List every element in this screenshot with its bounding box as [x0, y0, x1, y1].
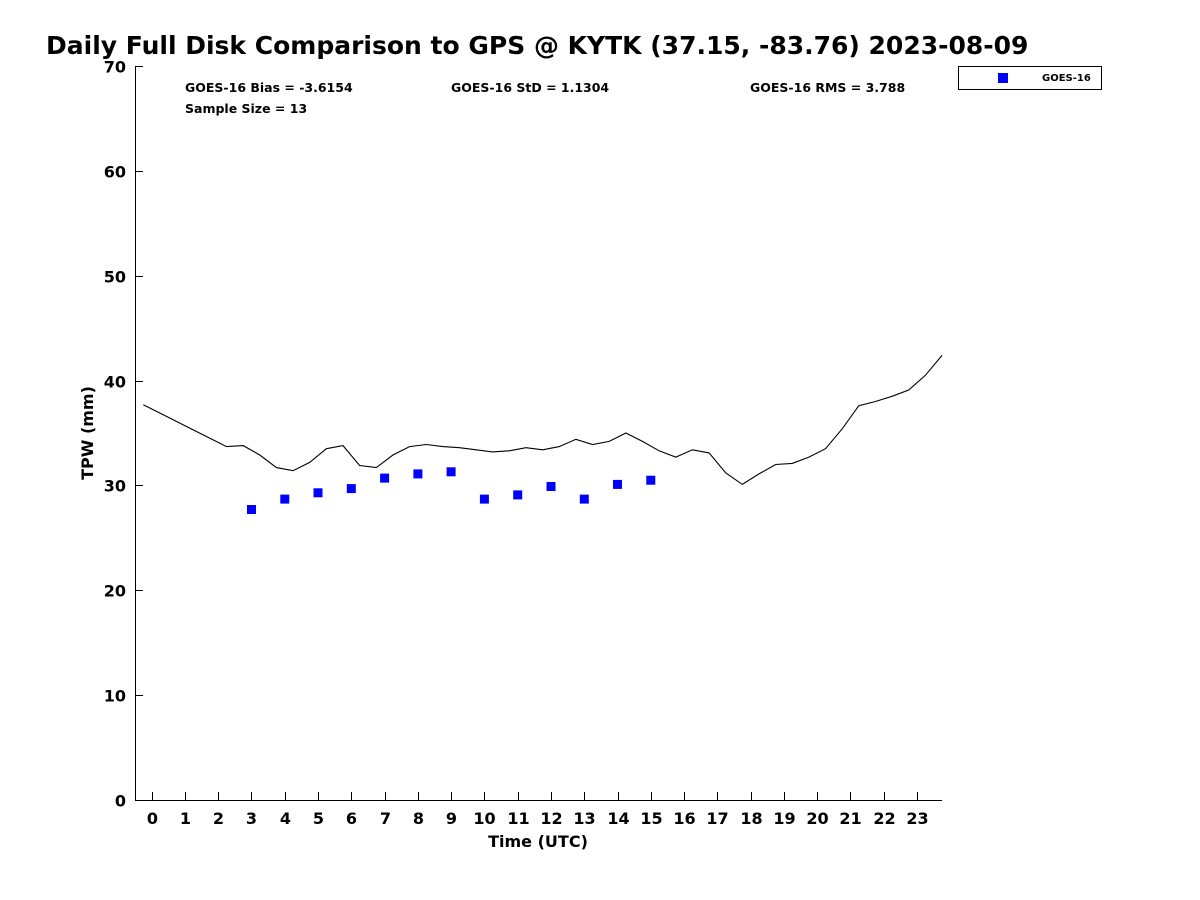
legend-box: [958, 66, 1102, 90]
y-tick-label: 70: [104, 58, 126, 77]
goes16-point: [446, 467, 456, 477]
goes16-point: [579, 494, 589, 504]
x-tick-label: 7: [380, 809, 391, 828]
x-axis-label: Time (UTC): [488, 832, 588, 851]
y-tick-label: 30: [104, 477, 126, 496]
y-tick-label: 10: [104, 687, 126, 706]
x-tick-label: 13: [573, 809, 595, 828]
legend-label-goes16: GOES-16: [1042, 73, 1091, 84]
x-tick-label: 21: [839, 809, 861, 828]
sample-size-stat: Sample Size = 13: [185, 101, 307, 116]
series-layer: [143, 355, 943, 514]
x-tick-label: 11: [507, 809, 529, 828]
x-tick-label: 0: [147, 809, 158, 828]
legend-marker-goes16: [998, 73, 1008, 83]
legend: GOES-16: [958, 66, 1102, 90]
goes16-point: [247, 505, 256, 514]
x-tick-label: 15: [640, 809, 662, 828]
y-tick-label: 40: [104, 373, 126, 392]
y-tick-label: 50: [104, 268, 126, 287]
x-tick-label: 22: [873, 809, 895, 828]
x-tick-label: 14: [607, 809, 629, 828]
x-tick-label: 10: [473, 809, 495, 828]
goes16-point: [346, 484, 356, 494]
x-tick-label: 16: [673, 809, 695, 828]
x-tick-label: 18: [740, 809, 762, 828]
x-tick-label: 19: [773, 809, 795, 828]
goes16-point: [280, 494, 290, 504]
x-tick-label: 5: [313, 809, 324, 828]
std-stat: GOES-16 StD = 1.1304: [451, 80, 609, 95]
rms-stat: GOES-16 RMS = 3.788: [750, 80, 905, 95]
x-tick-label: 12: [540, 809, 562, 828]
goes16-point: [413, 469, 423, 479]
y-tick-label: 0: [115, 792, 126, 811]
x-tick-label: 6: [346, 809, 357, 828]
y-axis-ticks: 0 10 20 30 40 50 60 70: [104, 58, 143, 811]
y-tick-label: 60: [104, 163, 126, 182]
chart-title: Daily Full Disk Comparison to GPS @ KYTK…: [46, 31, 1028, 60]
goes16-point: [380, 473, 390, 483]
goes16-point: [613, 479, 622, 489]
x-tick-label: 3: [246, 809, 257, 828]
goes16-point: [546, 482, 556, 491]
y-tick-label: 20: [104, 582, 126, 601]
x-tick-label: 4: [280, 809, 291, 828]
gps-tpw-line: [143, 355, 943, 486]
x-tick-label: 2: [213, 809, 224, 828]
goes16-point: [646, 475, 656, 485]
x-tick-label: 23: [906, 809, 928, 828]
x-tick-label: 17: [706, 809, 728, 828]
x-axis-ticks: 0 1 2 3 4 5 6 7 8 9 10 11 12 13 14 15 16 17 18 19 20 21 22 23: [147, 792, 929, 828]
x-tick-label: 20: [806, 809, 828, 828]
x-tick-label: 1: [180, 809, 191, 828]
goes16-point: [313, 488, 323, 498]
y-axis-label: TPW (mm): [78, 386, 97, 480]
x-tick-label: 8: [413, 809, 424, 828]
goes16-point: [513, 490, 523, 500]
bias-stat: GOES-16 Bias = -3.6154: [185, 80, 353, 95]
goes16-point: [479, 494, 489, 504]
x-tick-label: 9: [446, 809, 457, 828]
